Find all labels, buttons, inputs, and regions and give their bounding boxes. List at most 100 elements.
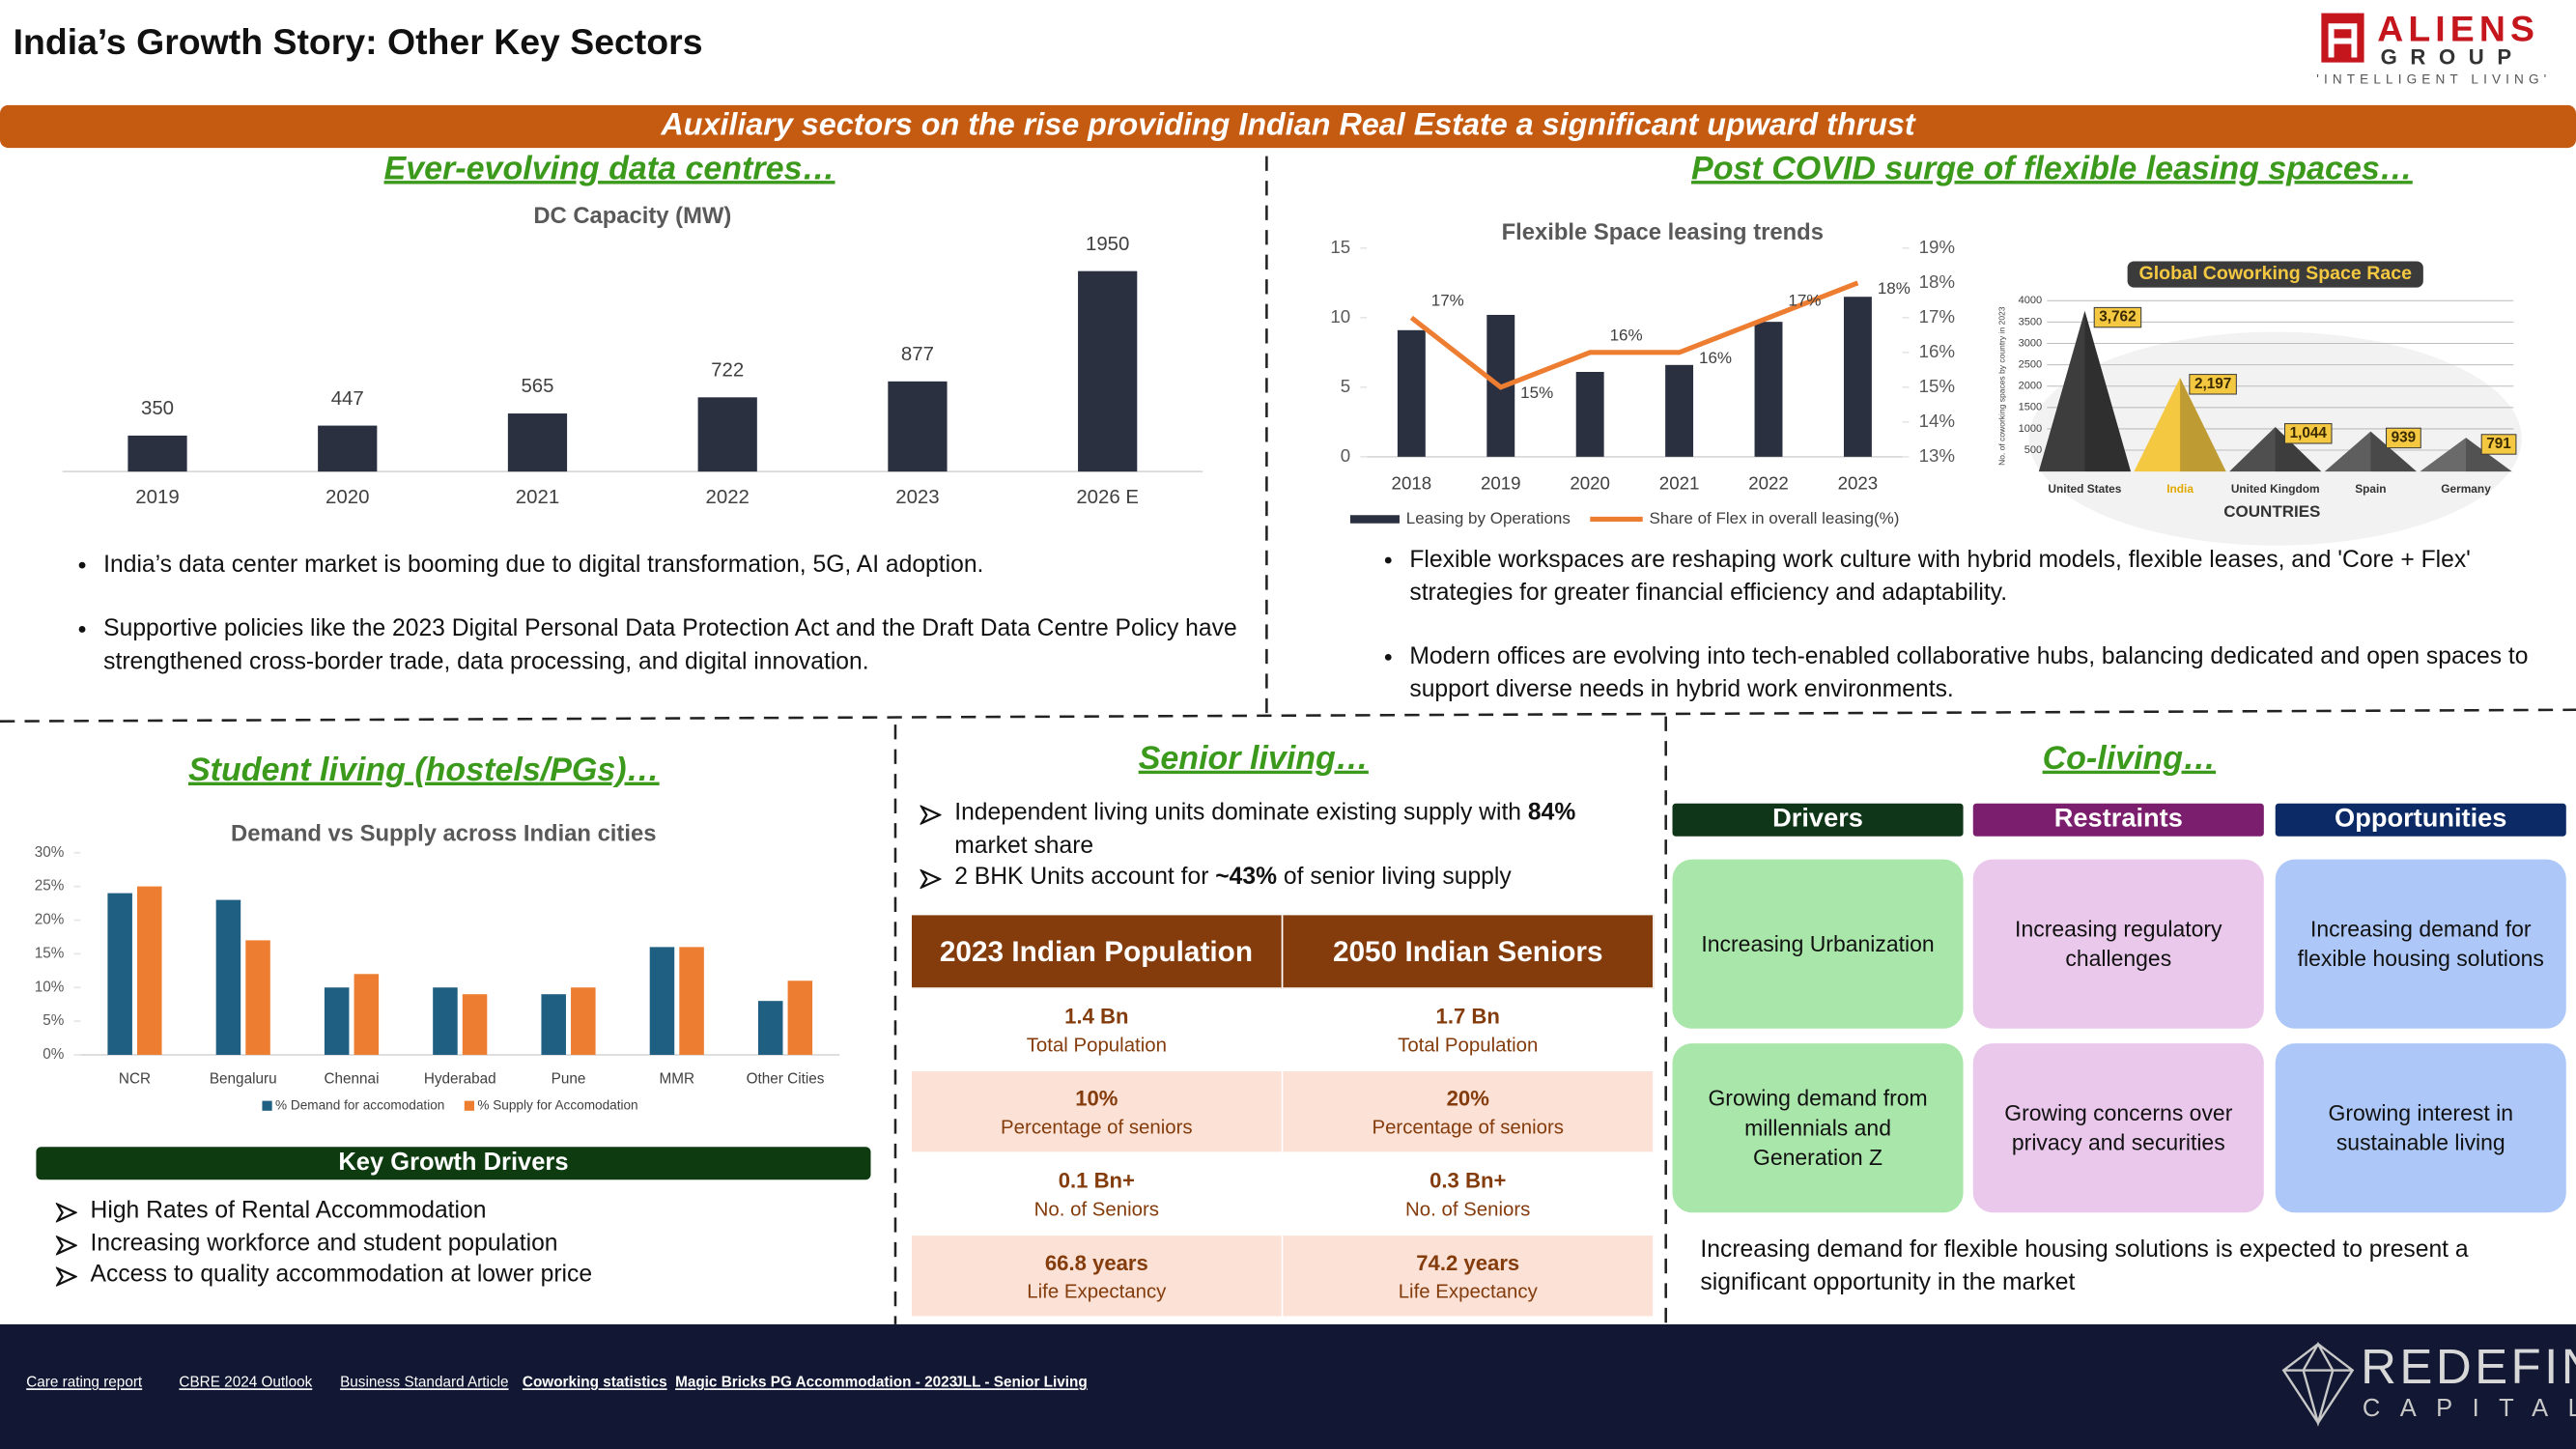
cell-label: No. of Seniors	[1405, 1197, 1531, 1220]
title-badge	[2127, 261, 2423, 288]
bar	[507, 413, 568, 472]
cell-label: No. of Seniors	[1033, 1197, 1160, 1220]
arrow-shape	[920, 805, 942, 825]
table-header: 2023 Indian Population	[911, 915, 1284, 989]
bar	[1754, 322, 1783, 457]
x-tick-label: 2020	[326, 487, 369, 508]
mountain	[2420, 438, 2512, 472]
y-tick-label: 0%	[42, 1046, 65, 1063]
source-link[interactable]: Care rating report	[26, 1373, 143, 1390]
bar	[1078, 270, 1138, 472]
x-tick-label: 2019	[1481, 473, 1521, 494]
cell-value: 10%	[1075, 1085, 1118, 1110]
bullet-text: 84%	[1527, 800, 1576, 827]
x-axis-label: COUNTRIES	[2223, 502, 2320, 521]
arrow-shape	[920, 868, 942, 890]
data-label-badge	[2283, 423, 2333, 444]
data-label: 2,197	[2194, 376, 2231, 392]
cell-value: 0.1 Bn+	[1058, 1167, 1135, 1192]
logo-shape	[2321, 13, 2364, 63]
senior-bullet: Independent living units dominate existi…	[920, 799, 1644, 863]
bar	[462, 994, 488, 1055]
data-label: 16%	[1610, 326, 1643, 344]
logo-icon	[2321, 13, 2364, 63]
y-tick-label: 20%	[35, 912, 65, 928]
column-box: Increasing Urbanization	[1672, 859, 1964, 1029]
mountain	[2229, 426, 2322, 472]
bullet-list: India’s data center market is booming du…	[46, 549, 1254, 710]
bullet-text: 2 BHK Units account for	[954, 864, 1216, 891]
driver-item: Access to quality accommodation at lower…	[55, 1261, 863, 1293]
column-box: Growing concerns over privacy and securi…	[1972, 1043, 2264, 1213]
x-tick-label: 2022	[706, 487, 750, 508]
data-label: 17%	[1431, 291, 1464, 309]
mountain	[2134, 377, 2226, 472]
divider	[0, 708, 2576, 723]
banner: Auxiliary sectors on the rise providing …	[0, 104, 2576, 149]
source-link[interactable]: JLL - Senior Living	[954, 1373, 1088, 1390]
bar	[1397, 329, 1426, 457]
y-tick-label: 15%	[35, 945, 65, 961]
bar	[1843, 297, 1872, 457]
y-tick-label: 1500	[2019, 402, 2043, 413]
y2-tick-label: 17%	[1919, 306, 1955, 327]
data-label: 350	[141, 398, 174, 419]
y-tick-label: 2500	[2019, 359, 2043, 371]
bar	[245, 940, 270, 1055]
x-tick-label: Spain	[2355, 482, 2386, 496]
bar	[649, 947, 675, 1055]
arrow-bullet	[920, 805, 942, 825]
source-link[interactable]: Business Standard Article	[340, 1373, 509, 1390]
bullet-text: of senior living supply	[1277, 864, 1512, 891]
data-label-badge	[2189, 374, 2237, 395]
chart-title: Flexible Space leasing trends	[1502, 219, 1824, 245]
arrow-bullet	[55, 1203, 77, 1223]
bar	[571, 987, 596, 1055]
source-link[interactable]: CBRE 2024 Outlook	[179, 1373, 313, 1390]
data-label: 1950	[1086, 234, 1129, 255]
y-axis-label: No. of coworking spaces by country in 20…	[1997, 306, 2007, 466]
y-tick-label: 4000	[2019, 295, 2043, 306]
y-tick-label: 5	[1341, 376, 1350, 396]
y2-tick-label: 16%	[1919, 341, 1955, 361]
x-tick-label: 2021	[516, 487, 559, 508]
section-heading: Student living (hostels/PGs)…	[187, 753, 660, 789]
bar	[127, 435, 187, 472]
bar	[324, 987, 350, 1055]
bullet: Modern offices are evolving into tech-en…	[1409, 640, 2560, 706]
senior-bullet: 2 BHK Units account for ~43% of senior l…	[920, 863, 1644, 895]
chart-title: Demand vs Supply across Indian cities	[231, 820, 656, 846]
source-link[interactable]: Magic Bricks PG Accommodation - 2023	[675, 1373, 958, 1390]
bar	[1575, 372, 1604, 457]
bar	[787, 980, 813, 1055]
cell-value: 74.2 years	[1416, 1249, 1520, 1275]
column-box: Increasing regulatory challenges	[1972, 859, 2264, 1029]
bar	[888, 381, 948, 472]
co-living-note: Increasing demand for flexible housing s…	[1700, 1236, 2469, 1297]
data-label-badge	[2480, 434, 2517, 455]
y-tick-label: 15	[1330, 237, 1350, 257]
chart-title: DC Capacity (MW)	[533, 203, 731, 229]
page-title: India’s Growth Story: Other Key Sectors	[13, 21, 703, 63]
data-label: 15%	[1520, 384, 1553, 402]
y-tick-label: 2000	[2019, 381, 2043, 392]
source-link[interactable]: Coworking statistics	[522, 1373, 667, 1390]
x-tick-label: India	[2166, 482, 2194, 496]
x-tick-label: 2020	[1570, 473, 1610, 494]
x-tick-label: 2026 E	[1076, 487, 1139, 508]
y-tick-label: 0	[1341, 445, 1350, 466]
y2-tick-label: 13%	[1919, 445, 1955, 466]
cell-label: Percentage of seniors	[1372, 1115, 1565, 1138]
cell-value: 1.4 Bn	[1064, 1003, 1129, 1028]
table-header: 2050 Indian Seniors	[1282, 915, 1655, 989]
y-tick-label: 10%	[35, 979, 65, 995]
column-title: Restraints	[1972, 803, 2264, 837]
arrow-bullet	[920, 868, 942, 890]
data-label: 18%	[1878, 279, 1911, 298]
logo-shape	[2328, 23, 2358, 58]
data-label: 791	[2486, 436, 2511, 452]
bar	[1665, 364, 1694, 457]
section-heading: Co-living…	[2042, 741, 2217, 778]
